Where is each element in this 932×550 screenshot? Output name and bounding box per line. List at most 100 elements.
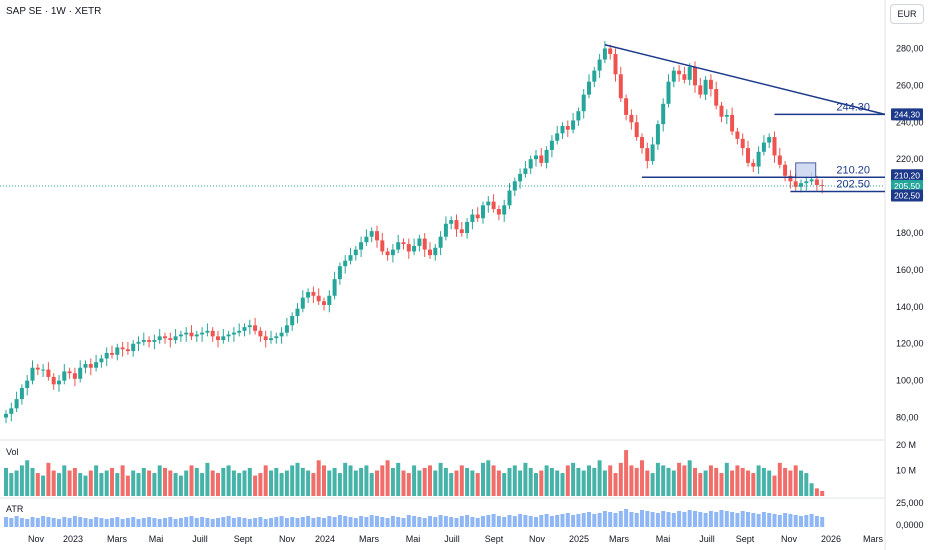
volume-bar xyxy=(592,467,597,496)
candle-body xyxy=(348,255,353,261)
time-tick-label: 2025 xyxy=(569,534,589,544)
atr-bar xyxy=(385,518,390,527)
volume-bar xyxy=(449,473,454,496)
candle-body xyxy=(253,325,258,331)
candle-body xyxy=(41,369,46,371)
candle-body xyxy=(502,205,507,215)
candle-body xyxy=(454,220,459,230)
price-tick-label: 100,00 xyxy=(896,376,924,386)
candle-body xyxy=(602,48,607,60)
atr-bar xyxy=(486,515,491,527)
time-tick-label: Juill xyxy=(192,534,208,544)
atr-bar xyxy=(353,518,358,527)
volume-bars xyxy=(4,450,825,496)
atr-bar xyxy=(99,518,104,527)
atr-bar xyxy=(592,514,597,527)
candle-body xyxy=(274,336,279,339)
atr-bar xyxy=(661,511,666,527)
candle-body xyxy=(189,332,194,337)
candle-body xyxy=(730,114,735,132)
volume-bar xyxy=(666,467,671,496)
volume-bar xyxy=(332,467,337,496)
candle-body xyxy=(168,338,173,341)
volume-bar xyxy=(390,467,395,496)
volume-bar xyxy=(125,475,130,496)
atr-bar xyxy=(459,516,464,527)
candle-body xyxy=(263,336,268,341)
candle-body xyxy=(316,295,321,302)
volume-bar xyxy=(226,465,231,496)
atr-bar xyxy=(730,512,735,527)
price-badge xyxy=(891,169,923,182)
volume-bar xyxy=(422,467,427,496)
volume-bar xyxy=(83,475,88,496)
volume-bar xyxy=(417,470,422,496)
atr-bar xyxy=(491,514,496,527)
candle-body xyxy=(756,151,761,167)
atr-bar xyxy=(263,519,268,527)
time-axis[interactable]: Nov 2023 Mars Mai Juill Sept Nov 2024 Mars Mai Jui… xyxy=(28,534,884,544)
price-badge xyxy=(891,179,923,192)
atr-bar xyxy=(549,516,554,527)
candle-body xyxy=(396,242,401,250)
volume-bar xyxy=(364,465,369,496)
volume-bar xyxy=(194,467,199,496)
candle-body xyxy=(284,325,289,333)
volume-bar xyxy=(618,462,623,496)
volume-bar xyxy=(682,465,687,496)
candles xyxy=(4,41,825,424)
volume-bar xyxy=(544,465,549,496)
time-tick-label: Nov xyxy=(28,534,45,544)
atr-bar xyxy=(465,515,470,527)
candle-body xyxy=(735,131,740,139)
volume-bar xyxy=(814,488,819,496)
candle-body xyxy=(4,413,8,418)
candle-body xyxy=(173,336,178,341)
atr-bar xyxy=(194,518,199,527)
atr-bar xyxy=(115,517,120,527)
currency-button[interactable]: EUR xyxy=(890,4,924,24)
volume-bar xyxy=(443,467,448,496)
atr-bar xyxy=(740,511,745,527)
volume-bar xyxy=(560,473,565,496)
atr-bar xyxy=(242,518,247,527)
volume-bar xyxy=(634,467,639,496)
price-badge-text: 210,20 xyxy=(894,170,920,180)
candle-body xyxy=(237,330,242,333)
volume-bar xyxy=(253,475,258,496)
candle-body xyxy=(141,340,146,342)
atr-bar xyxy=(671,513,676,527)
volume-bar xyxy=(756,465,761,496)
candle-body xyxy=(184,332,189,335)
candle-body xyxy=(719,105,724,117)
volume-bar xyxy=(168,470,173,496)
atr-bar xyxy=(46,517,51,527)
atr-bar xyxy=(62,517,67,527)
candle-body xyxy=(353,249,358,256)
atr-bar xyxy=(820,517,825,527)
candle-body xyxy=(507,190,512,206)
candle-body xyxy=(83,364,88,368)
time-tick-label: Mars xyxy=(609,534,629,544)
volume-bar xyxy=(714,467,719,496)
volume-bar xyxy=(767,470,772,496)
volume-bar xyxy=(14,470,19,496)
time-tick-label: Juill xyxy=(444,534,460,544)
candle-body xyxy=(613,53,618,75)
volume-bar xyxy=(46,462,51,496)
volume-bar xyxy=(163,467,167,496)
volume-bar xyxy=(375,470,379,496)
drawings xyxy=(0,44,886,193)
candle-body xyxy=(512,181,517,191)
candle-body xyxy=(19,388,24,400)
atr-bar xyxy=(751,513,756,527)
volume-bar xyxy=(30,467,35,496)
candle-body xyxy=(210,330,215,337)
candle-body xyxy=(608,48,613,54)
volume-bar xyxy=(147,470,152,496)
candle-body xyxy=(491,201,496,210)
candle-body xyxy=(327,295,332,305)
candle-body xyxy=(94,362,99,368)
volume-bar xyxy=(94,465,99,496)
